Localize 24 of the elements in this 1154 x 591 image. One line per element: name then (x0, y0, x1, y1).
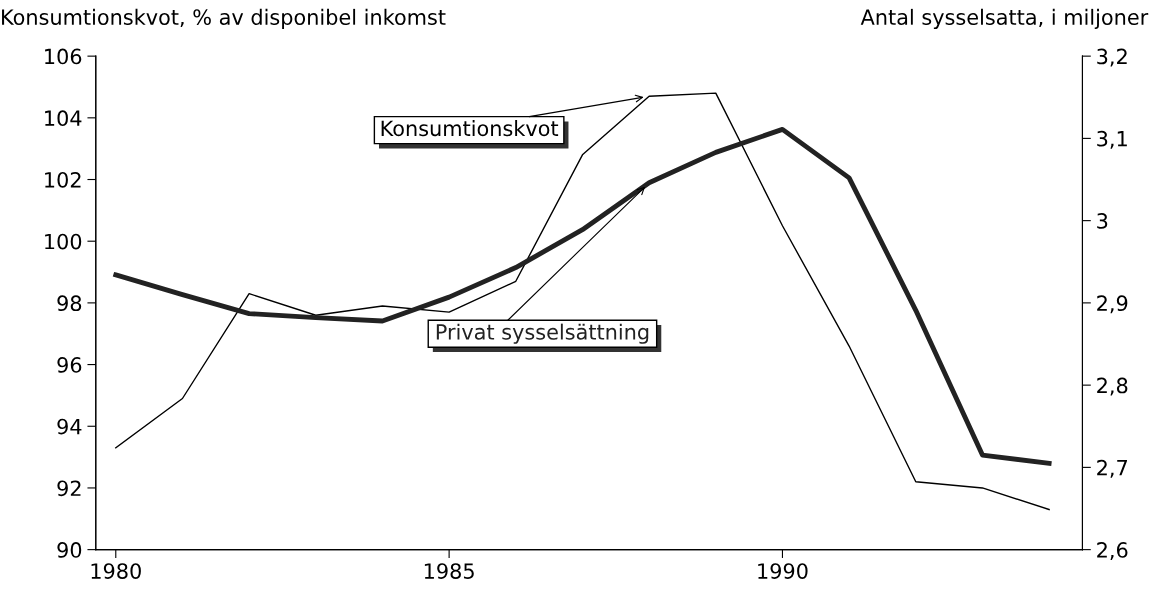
y-tick-label: 94 (57, 418, 82, 435)
x-tick-label: 1980 (91, 563, 141, 579)
y-tick-label: 90 (57, 542, 82, 558)
x-tick-label: 1985 (424, 563, 474, 579)
y-tick-label: 102 (45, 171, 81, 188)
y2-tick-label: 2,8 (1097, 377, 1128, 396)
series-label: Konsumtionskvot (381, 120, 559, 137)
y2-tick-label: 2,6 (1097, 542, 1128, 560)
y-tick-label: 98 (57, 295, 82, 312)
y2-tick-label: 3 (1097, 213, 1108, 229)
y-tick-label: 92 (57, 480, 81, 497)
y-tick-label: 96 (57, 357, 82, 373)
x-tick-label: 1990 (758, 563, 808, 579)
series-label: Privat sysselsättning (436, 323, 649, 344)
y2-axis-title: Antal sysselsatta, i miljoner (860, 8, 1149, 30)
line-series (115, 92, 1050, 511)
y2-tick-label: 2,7 (1097, 459, 1127, 478)
y2-tick-label: 3,2 (1097, 48, 1127, 67)
y-tick-label: 100 (45, 233, 82, 250)
y-axis-title: Konsumtionskvot, % av disponibel inkomst (2, 8, 446, 30)
y-tick-label: 106 (45, 48, 82, 65)
y-tick-label: 104 (45, 110, 82, 127)
y2-tick-label: 3,1 (1097, 130, 1127, 149)
y2-tick-label: 2,9 (1097, 295, 1128, 314)
